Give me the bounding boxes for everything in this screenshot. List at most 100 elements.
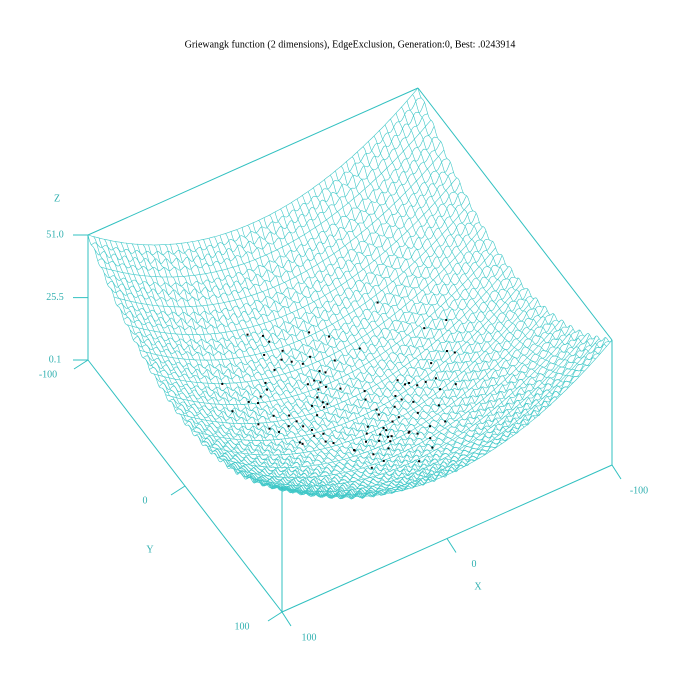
point [316,396,319,399]
point [387,447,390,450]
mesh-line [142,210,474,369]
point [261,334,264,337]
point [324,440,327,443]
point [390,435,393,438]
point [416,384,419,387]
point [364,398,367,401]
mesh-line [220,314,551,473]
z-tick-label: 0.1 [49,354,62,365]
point [382,459,385,462]
point [288,414,291,417]
mesh-line [379,130,574,384]
mesh-line [204,297,535,456]
point [318,370,321,373]
point [259,395,262,398]
x-tick [446,538,457,553]
point [246,333,249,336]
mesh-line [129,182,461,344]
point [221,382,224,385]
point [370,466,373,469]
point [281,349,284,352]
point [308,331,311,334]
point [268,427,271,430]
mesh-line [249,329,580,492]
point [298,441,301,444]
point [326,403,329,406]
point [324,371,327,374]
point [404,383,407,386]
point [301,362,304,365]
mesh-line [335,170,530,426]
point [391,420,394,423]
point [358,347,361,350]
mesh-line [384,124,580,378]
mesh-line [168,253,499,412]
mesh-line [230,320,561,479]
point [339,387,342,390]
mesh-line [340,166,536,421]
point [377,413,380,416]
point [423,327,426,330]
point [444,420,447,423]
point [378,439,381,442]
mesh-line [197,288,529,451]
point [287,425,290,428]
mesh-line [281,339,613,498]
mesh-line [133,192,464,351]
point [431,446,434,449]
mesh-line [233,321,564,482]
mesh-line [87,87,419,246]
mesh-line [272,340,603,498]
mesh-line [217,310,548,468]
mesh-line [236,326,567,485]
mesh-line [94,102,425,264]
mesh-line [120,161,451,324]
mesh-line [187,277,519,439]
mesh-line [100,119,432,278]
y-tick-label: 100 [235,621,250,632]
point [268,340,271,343]
point [387,435,390,438]
mesh-line [126,177,458,335]
y-tick-label: 0 [143,495,148,506]
point [324,385,327,388]
y-axis-label: Y [146,544,153,555]
mesh-line [184,276,515,436]
z-tick-label: 51.0 [46,229,64,240]
point [278,430,281,433]
point [264,381,267,384]
z-axis-label: Z [54,193,60,204]
point [316,414,319,417]
mesh-line [401,106,596,360]
mesh-line [98,237,294,492]
point [257,402,259,405]
mesh-line [120,242,316,495]
x-tick [611,464,622,480]
point [412,400,415,403]
point [290,360,293,363]
point [317,388,320,391]
point [434,377,437,380]
point [407,431,410,434]
mesh-line [115,241,310,494]
point [394,394,397,397]
point [313,434,316,437]
y-tick [170,485,186,496]
mesh-line [406,100,602,355]
point [247,400,250,403]
point [382,427,385,430]
point [376,301,379,304]
point [416,432,419,435]
point [453,351,456,354]
y-tick [73,359,89,370]
mesh-line [207,299,538,461]
mesh-line [113,149,445,308]
point [353,449,356,452]
point [323,406,326,409]
point [372,453,375,456]
mesh-line [116,158,448,317]
point [231,410,234,413]
mesh-line [136,195,467,356]
